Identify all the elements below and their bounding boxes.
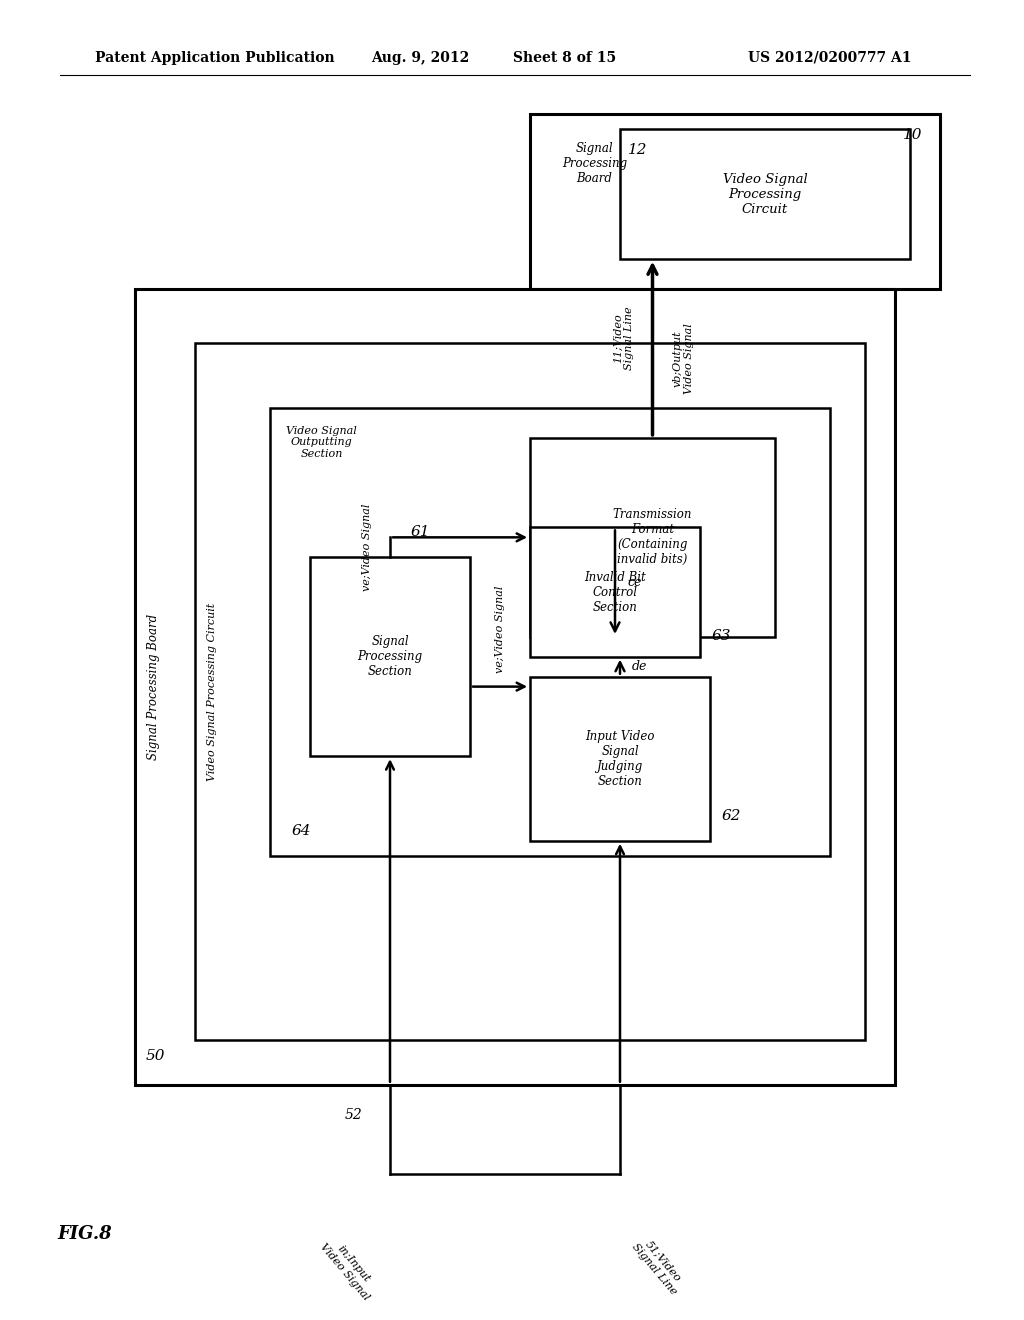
Text: FIG.8: FIG.8 bbox=[57, 1225, 113, 1243]
Bar bbox=[530, 438, 775, 636]
Text: ve;Video Signal: ve;Video Signal bbox=[362, 504, 372, 591]
Text: Invalid Bit
Control
Section: Invalid Bit Control Section bbox=[584, 570, 646, 614]
Text: Signal
Processing
Section: Signal Processing Section bbox=[357, 635, 423, 678]
Text: 10: 10 bbox=[902, 128, 922, 143]
Text: ve;Video Signal: ve;Video Signal bbox=[495, 585, 505, 673]
Text: vb;Output
Video Signal: vb;Output Video Signal bbox=[673, 323, 694, 393]
Text: US 2012/0200777 A1: US 2012/0200777 A1 bbox=[749, 50, 911, 65]
Text: 12: 12 bbox=[628, 144, 647, 157]
Bar bbox=[310, 557, 470, 756]
Text: Aug. 9, 2012: Aug. 9, 2012 bbox=[371, 50, 469, 65]
Text: Sheet 8 of 15: Sheet 8 of 15 bbox=[513, 50, 616, 65]
Text: Input Video
Signal
Judging
Section: Input Video Signal Judging Section bbox=[586, 730, 654, 788]
Bar bbox=[530, 677, 710, 841]
Bar bbox=[620, 129, 910, 259]
Bar bbox=[195, 343, 865, 1040]
Text: ce: ce bbox=[627, 576, 641, 589]
Text: 64: 64 bbox=[292, 824, 311, 838]
Text: Video Signal
Outputting
Section: Video Signal Outputting Section bbox=[286, 426, 356, 459]
Text: de: de bbox=[632, 660, 647, 673]
Text: Video Signal
Processing
Circuit: Video Signal Processing Circuit bbox=[723, 173, 807, 215]
Bar bbox=[530, 528, 700, 657]
Text: 11;Video
Signal Line: 11;Video Signal Line bbox=[613, 306, 635, 370]
Bar bbox=[270, 408, 830, 855]
Bar bbox=[135, 289, 895, 1085]
Text: 52: 52 bbox=[344, 1107, 362, 1122]
Bar bbox=[530, 115, 940, 289]
Text: Signal Processing Board: Signal Processing Board bbox=[146, 614, 160, 760]
Text: in;Input
Video Signal: in;Input Video Signal bbox=[318, 1234, 380, 1302]
Text: 50: 50 bbox=[145, 1049, 165, 1063]
Text: 63: 63 bbox=[712, 628, 731, 643]
Text: 51;Video
Signal Line: 51;Video Signal Line bbox=[630, 1234, 687, 1296]
Text: 62: 62 bbox=[722, 809, 741, 822]
Text: Video Signal Processing Circuit: Video Signal Processing Circuit bbox=[207, 602, 217, 780]
Text: 61: 61 bbox=[411, 525, 430, 540]
Text: Patent Application Publication: Patent Application Publication bbox=[95, 50, 335, 65]
Text: Signal
Processing
Board: Signal Processing Board bbox=[562, 143, 627, 185]
Text: Transmission
Format
(Containing
invalid bits): Transmission Format (Containing invalid … bbox=[612, 508, 692, 566]
